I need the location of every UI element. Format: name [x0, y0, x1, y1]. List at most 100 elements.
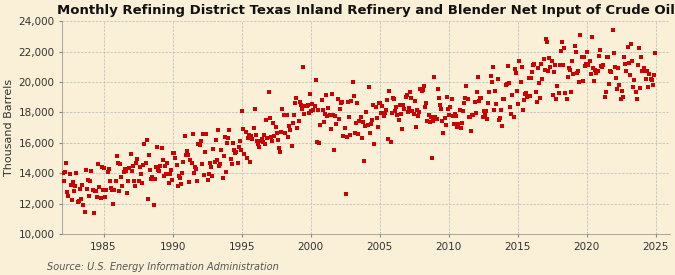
Point	[57, 171, 68, 175]
Point	[293, 119, 304, 123]
Point	[430, 114, 441, 119]
Point	[344, 115, 354, 119]
Point	[448, 114, 458, 118]
Point	[302, 103, 313, 108]
Point	[304, 111, 315, 116]
Point	[271, 130, 282, 135]
Point	[538, 57, 549, 62]
Point	[487, 79, 497, 84]
Point	[319, 120, 329, 124]
Point	[462, 96, 473, 101]
Point	[319, 112, 330, 116]
Point	[482, 117, 493, 121]
Point	[575, 33, 586, 37]
Point	[128, 164, 138, 169]
Point	[510, 71, 521, 75]
Point	[391, 105, 402, 109]
Point	[623, 60, 634, 65]
Point	[219, 135, 230, 139]
Point	[332, 97, 343, 101]
Point	[401, 93, 412, 97]
Point	[592, 69, 603, 74]
Point	[327, 113, 338, 118]
Point	[101, 188, 112, 192]
Point	[152, 145, 163, 149]
Point	[634, 86, 645, 91]
Point	[281, 113, 292, 118]
Point	[641, 76, 651, 81]
Point	[296, 107, 307, 111]
Point	[140, 160, 151, 165]
Point	[180, 153, 191, 158]
Point	[316, 98, 327, 103]
Point	[451, 114, 462, 118]
Point	[346, 99, 357, 104]
Point	[522, 95, 533, 100]
Point	[374, 100, 385, 105]
Point	[188, 171, 199, 175]
Point	[309, 104, 320, 108]
Point	[147, 174, 158, 179]
Point	[310, 78, 321, 82]
Point	[458, 109, 468, 113]
Point	[317, 108, 328, 112]
Point	[475, 95, 486, 100]
Point	[338, 133, 349, 138]
Point	[169, 151, 180, 155]
Point	[131, 160, 142, 165]
Point	[608, 28, 618, 32]
Point	[92, 195, 103, 200]
Point	[580, 64, 591, 68]
Point	[554, 63, 565, 68]
Point	[526, 76, 537, 81]
Point	[568, 72, 579, 76]
Point	[190, 164, 200, 169]
Point	[108, 202, 119, 207]
Point	[495, 108, 506, 112]
Point	[86, 169, 97, 174]
Point	[564, 68, 575, 72]
Point	[580, 62, 591, 67]
Point	[292, 126, 303, 130]
Point	[113, 161, 124, 165]
Point	[285, 127, 296, 132]
Point	[566, 90, 576, 95]
Point	[164, 172, 175, 176]
Point	[215, 161, 225, 166]
Point	[620, 62, 630, 66]
Point	[194, 143, 205, 147]
Point	[630, 90, 641, 94]
Point	[639, 66, 649, 70]
Point	[375, 101, 385, 105]
Point	[116, 175, 127, 180]
Point	[557, 40, 568, 44]
Point	[208, 147, 219, 152]
Point	[544, 56, 555, 60]
Point	[399, 107, 410, 111]
Point	[132, 157, 143, 161]
Point	[105, 179, 115, 183]
Point	[589, 79, 599, 84]
Point	[502, 82, 512, 86]
Point	[383, 137, 394, 141]
Point	[614, 83, 625, 87]
Point	[186, 161, 197, 165]
Point	[121, 168, 132, 173]
Point	[177, 171, 188, 176]
Point	[456, 121, 467, 126]
Point	[590, 68, 601, 72]
Point	[508, 115, 519, 119]
Point	[71, 171, 82, 175]
Point	[261, 117, 272, 122]
Title: Monthly Refining District Texas Inland Refinery and Blender Net Input of Crude O: Monthly Refining District Texas Inland R…	[57, 4, 675, 17]
Point	[205, 161, 215, 165]
Point	[491, 102, 502, 107]
Point	[377, 104, 388, 108]
Point	[512, 88, 522, 93]
Point	[148, 203, 159, 208]
Point	[410, 125, 421, 129]
Point	[483, 101, 493, 106]
Point	[506, 112, 517, 116]
Point	[474, 99, 485, 103]
Point	[649, 73, 659, 78]
